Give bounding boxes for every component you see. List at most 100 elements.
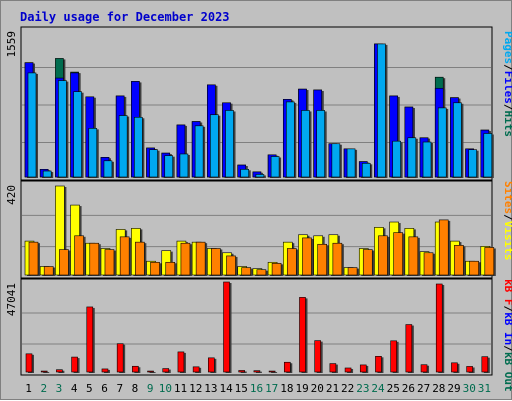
bar-kbf-day-9-shadow <box>149 372 156 373</box>
bar-kbf-day-29 <box>451 362 458 373</box>
x-tick-label-day-28: 28 <box>432 382 445 395</box>
bar-pages-day-24 <box>377 43 386 178</box>
bar-pages-day-26 <box>407 137 417 178</box>
x-tick-label-day-9: 9 <box>147 382 154 395</box>
bar-kbf-day-1 <box>25 353 33 373</box>
bar-sites-day-31 <box>484 247 495 276</box>
bar-sites-day-7 <box>119 236 130 276</box>
svg-text:Pages/Files/Hits: Pages/Files/Hits <box>502 31 512 137</box>
x-tick-label-day-10: 10 <box>159 382 172 395</box>
bar-pages-day-15 <box>240 169 250 178</box>
bar-sites-day-9 <box>150 261 160 276</box>
bar-kbf-day-7 <box>116 343 124 373</box>
bar-kbf-day-9 <box>147 370 154 373</box>
legend-sep-1: / <box>502 64 512 71</box>
bar-pages-day-2 <box>42 170 52 178</box>
panel-hits-files-pages <box>20 26 493 181</box>
bar-kbf-day-3 <box>56 369 63 373</box>
bar-kbf-day-20 <box>314 340 321 373</box>
legend-visits: Visits <box>502 221 512 261</box>
x-tick-label-day-21: 21 <box>326 382 339 395</box>
x-tick-label-day-2: 2 <box>40 382 47 395</box>
bar-kbf-day-2 <box>40 370 48 373</box>
x-tick-label-day-1: 1 <box>25 382 32 395</box>
bar-pages-day-14 <box>225 110 234 178</box>
bar-kbf-day-18 <box>283 361 291 373</box>
x-tick-label-day-4: 4 <box>71 382 78 395</box>
x-tick-label-day-17: 17 <box>265 382 278 395</box>
x-tick-label-day-11: 11 <box>174 382 187 395</box>
bar-sites-day-11 <box>180 242 191 276</box>
bar-pages-day-12 <box>194 125 204 178</box>
x-tick-label-day-22: 22 <box>341 382 354 395</box>
bar-pages-day-16 <box>255 174 265 178</box>
bar-pages-day-20 <box>316 110 325 178</box>
x-tick-label-day-18: 18 <box>280 382 293 395</box>
bar-sites-day-26 <box>408 236 419 276</box>
bar-kbf-day-24 <box>375 356 382 373</box>
bar-kbf-day-25 <box>390 340 397 373</box>
bar-sites-day-29 <box>454 245 464 276</box>
bar-sites-day-17 <box>271 263 282 276</box>
bar-pages-day-13 <box>210 114 219 178</box>
x-tick-label-day-7: 7 <box>116 382 123 395</box>
bar-kbf-day-8 <box>132 365 139 373</box>
bar-sites-day-28 <box>438 219 449 276</box>
legend-kb-out: kB Out <box>502 352 512 392</box>
bar-kbf-day-28 <box>435 283 443 373</box>
bar-pages-day-23 <box>361 163 371 178</box>
bar-pages-day-25 <box>392 140 401 178</box>
bar-kbf-day-19 <box>299 297 306 373</box>
panel-kb <box>20 278 493 376</box>
y-max-label-kb: 47041 <box>5 283 18 316</box>
x-tick-label-day-6: 6 <box>101 382 108 395</box>
svg-text:kB F/kB In/kB Out: kB F/kB In/kB Out <box>502 279 512 392</box>
bar-pages-day-30 <box>468 149 477 178</box>
bar-kbf-day-11 <box>177 351 185 373</box>
legend-files: Files <box>502 71 512 104</box>
bar-sites-day-5 <box>89 242 100 276</box>
bar-kbf-day-27 <box>420 364 428 373</box>
bar-pages-day-31 <box>483 133 493 178</box>
bar-kbf-day-17 <box>268 370 276 373</box>
x-tick-label-day-5: 5 <box>86 382 93 395</box>
legend-sep-4: / <box>502 306 512 313</box>
bar-pages-day-27 <box>422 141 432 178</box>
legend-sep-2: / <box>502 104 512 111</box>
bar-kbf-day-17-shadow <box>271 372 278 373</box>
legend-sites: Sites <box>502 181 512 214</box>
bar-kbf-day-22 <box>344 367 352 373</box>
x-tick-label-day-8: 8 <box>132 382 139 395</box>
bar-sites-day-2 <box>43 266 54 276</box>
bar-kbf-day-12 <box>192 366 200 373</box>
bar-kbf-day-15 <box>238 370 246 373</box>
y-max-label-hits: 1559 <box>5 31 18 58</box>
bar-sites-day-18 <box>286 248 297 276</box>
bar-kbf-day-31 <box>481 356 489 373</box>
bar-kbf-day-5 <box>86 306 94 373</box>
bar-kbf-day-14 <box>223 281 230 373</box>
legend-sep-5: / <box>502 345 512 352</box>
x-tick-label-day-31: 31 <box>478 382 491 395</box>
bar-kbf-day-26 <box>405 324 413 373</box>
bar-pages-day-6 <box>103 160 113 178</box>
y-max-label-visits: 420 <box>5 185 18 205</box>
legend-hits: Hits <box>502 111 512 138</box>
x-tick-label-day-20: 20 <box>311 382 324 395</box>
bar-sites-day-3 <box>59 249 69 276</box>
bar-pages-day-11 <box>179 153 189 178</box>
bar-kbf-day-6 <box>101 368 109 373</box>
x-tick-label-day-19: 19 <box>295 382 308 395</box>
bar-pages-day-19 <box>301 110 310 178</box>
bar-kbf-day-16-shadow <box>255 371 262 373</box>
bar-kbf-day-4 <box>71 356 78 373</box>
bar-sites-day-15 <box>241 267 252 276</box>
x-tick-label-day-30: 30 <box>463 382 476 395</box>
x-tick-label-day-26: 26 <box>402 382 415 395</box>
bar-pages-day-1 <box>27 72 37 178</box>
x-tick-label-day-25: 25 <box>387 382 400 395</box>
bar-sites-day-16 <box>256 269 267 276</box>
x-tick-label-day-12: 12 <box>189 382 202 395</box>
